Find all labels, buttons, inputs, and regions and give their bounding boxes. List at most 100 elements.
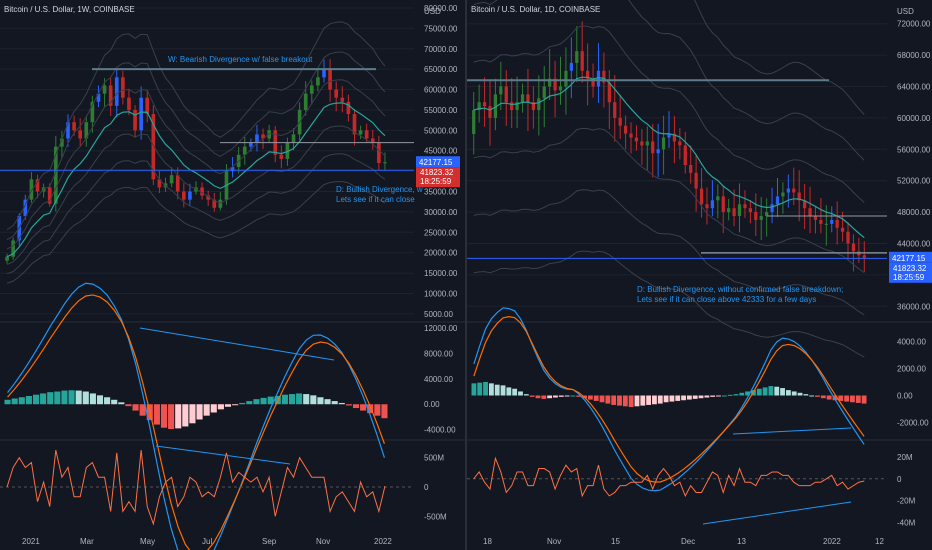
- macd-histogram-bar: [832, 395, 838, 401]
- price-tick-label: 60000.00: [424, 86, 458, 95]
- price-tick-label: 44000.00: [897, 240, 931, 249]
- candle-body: [678, 141, 682, 146]
- oscillator-tick-label: 0: [897, 475, 902, 484]
- candle-body: [699, 188, 704, 205]
- candle-body: [802, 200, 807, 209]
- divergence-arrow: [732, 427, 852, 435]
- last-price-label: 42177.15: [419, 158, 453, 167]
- candle-body: [200, 187, 204, 196]
- candle-body: [634, 137, 639, 142]
- macd-histogram-bar: [762, 387, 768, 396]
- weekly-chart-svg[interactable]: 80000.00 75000.00 70000.00 65000.00 60000.00…: [0, 0, 465, 550]
- macd-histogram-bar: [18, 397, 25, 405]
- macd-tick-label: 0.00: [897, 392, 913, 401]
- panel-divider: [465, 0, 467, 550]
- macd-histogram-bar: [850, 395, 855, 403]
- macd-histogram-bar: [855, 395, 861, 403]
- candle-body: [748, 208, 752, 213]
- time-axis-label: 15: [611, 537, 620, 546]
- macd-histogram-bar: [260, 397, 267, 405]
- candle-body: [218, 199, 223, 208]
- candle-body: [694, 172, 698, 189]
- candle-body: [255, 134, 259, 143]
- annotation-text: Lets see if it can close: [336, 195, 415, 204]
- time-axis-label: 2022: [374, 537, 392, 546]
- macd-histogram-bar: [182, 404, 189, 427]
- signal-line: [473, 316, 865, 483]
- right-chart-panel[interactable]: 72000.00 68000.00 64000.00 60000.00 56000.00…: [467, 0, 932, 550]
- candle-body: [520, 94, 525, 103]
- left-chart-panel[interactable]: 80000.00 75000.00 70000.00 65000.00 60000.00…: [0, 0, 465, 550]
- time-axis-label: Nov: [547, 537, 561, 546]
- candle-body: [114, 77, 119, 106]
- candle-body: [797, 192, 801, 201]
- price-tick-label: 60000.00: [897, 114, 931, 123]
- oscillator-tick-label: -20M: [897, 497, 916, 506]
- macd-histogram-bar: [797, 392, 803, 396]
- price-unit-label: USD: [424, 7, 441, 16]
- macd-histogram-bar: [494, 384, 500, 396]
- countdown-label: 18:25:59: [893, 273, 925, 282]
- candle-body: [710, 200, 715, 209]
- candle-body: [716, 196, 720, 201]
- band-line: [6, 51, 386, 241]
- band-line: [6, 21, 386, 231]
- macd-histogram-bar: [652, 395, 657, 405]
- annotation-text: W: Bearish Divergence w/ false breakout: [168, 55, 313, 64]
- macd-histogram-bar: [611, 395, 617, 405]
- macd-histogram-bar: [541, 395, 547, 399]
- ema-line: [473, 76, 865, 239]
- macd-histogram-bar: [203, 404, 210, 416]
- macd-histogram-bar: [296, 393, 303, 405]
- last-price-tag: [416, 156, 460, 168]
- candle-body: [23, 199, 28, 216]
- candle-body: [765, 212, 769, 217]
- time-axis-label: 18: [483, 537, 492, 546]
- time-axis-label: Mar: [80, 537, 94, 546]
- price-tick-label: 20000.00: [424, 249, 458, 258]
- candle-body: [358, 130, 363, 135]
- candle-body: [591, 78, 595, 87]
- macd-histogram-bar: [564, 395, 570, 397]
- macd-histogram-bar: [791, 391, 797, 396]
- candle-body: [689, 165, 693, 173]
- candle-body: [586, 70, 590, 79]
- band-line: [473, 189, 865, 316]
- candle-body: [656, 149, 660, 154]
- macd-histogram-bar: [288, 394, 296, 405]
- macd-histogram-bar: [125, 404, 132, 407]
- time-axis-label: Jul: [202, 537, 212, 546]
- macd-histogram-bar: [111, 399, 118, 405]
- price-tick-label: 68000.00: [897, 51, 931, 60]
- candle-body: [383, 162, 387, 164]
- candle-body: [322, 69, 326, 78]
- candle-body: [145, 97, 150, 115]
- candle-body: [309, 85, 314, 94]
- candle-body: [242, 146, 247, 155]
- macd-histogram-bar: [803, 394, 809, 396]
- candle-body: [499, 86, 503, 95]
- countdown-label: 18:25:59: [420, 177, 452, 186]
- candle-body: [553, 78, 557, 91]
- macd-tick-label: 12000.00: [424, 324, 458, 333]
- macd-histogram-bar: [512, 388, 518, 396]
- candle-body: [66, 122, 70, 139]
- candle-body: [181, 191, 186, 200]
- macd-histogram-bar: [716, 395, 721, 397]
- daily-chart-svg[interactable]: 72000.00 68000.00 64000.00 60000.00 56000.00…: [467, 0, 932, 550]
- price-tick-label: 52000.00: [897, 177, 931, 186]
- price-tick-label: 45000.00: [424, 147, 458, 156]
- price-tick-label: 48000.00: [897, 208, 931, 217]
- macd-histogram-bar: [25, 395, 32, 405]
- macd-histogram-bar: [488, 383, 494, 396]
- macd-histogram-bar: [809, 395, 815, 397]
- macd-histogram-bar: [518, 391, 523, 396]
- candle-body: [370, 138, 375, 143]
- candle-body: [661, 137, 666, 150]
- candle-body: [824, 223, 828, 225]
- candle-body: [108, 85, 113, 106]
- macd-histogram-bar: [153, 404, 160, 425]
- macd-histogram-bar: [210, 404, 217, 413]
- candle-body: [285, 142, 290, 159]
- candle-body: [477, 102, 481, 111]
